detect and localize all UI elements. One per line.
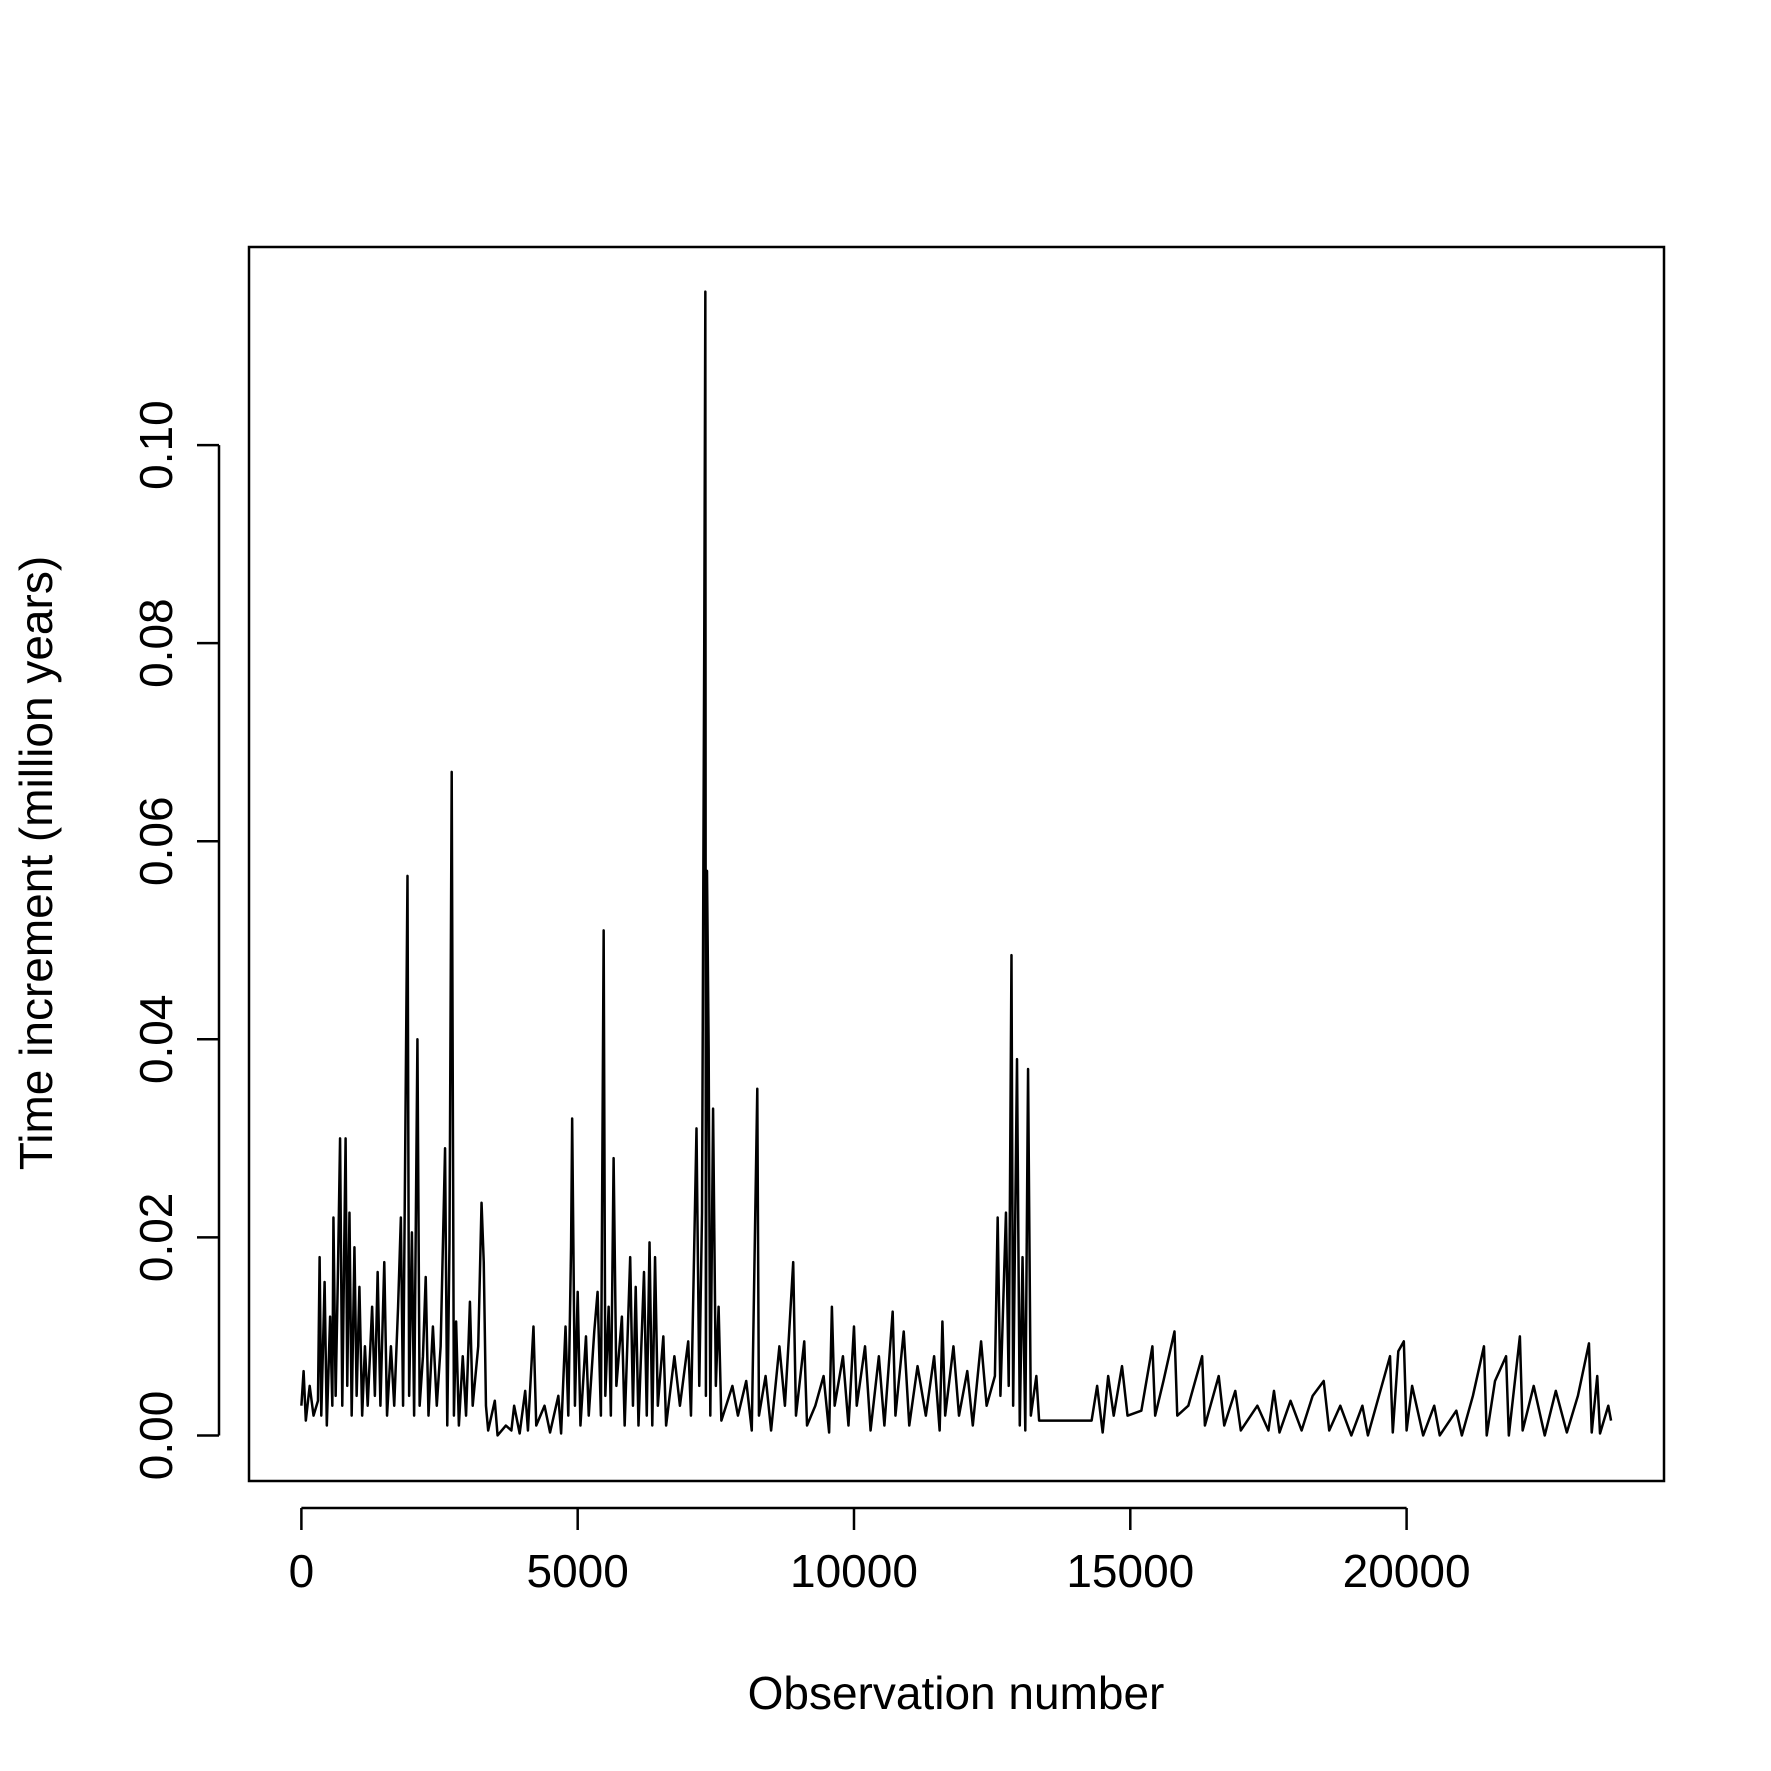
x-tick-label: 20000 [1343, 1545, 1471, 1597]
x-tick-label: 5000 [527, 1545, 629, 1597]
x-axis-label: Observation number [748, 1667, 1165, 1719]
y-tick-label: 0.10 [130, 400, 182, 490]
x-tick-label: 15000 [1066, 1545, 1194, 1597]
x-tick-label: 0 [289, 1545, 315, 1597]
x-tick-label: 10000 [790, 1545, 918, 1597]
data-line [300, 290, 1613, 1437]
plot-frame [247, 245, 1666, 1483]
y-tick-label: 0.00 [130, 1391, 182, 1481]
y-tick-label: 0.06 [130, 796, 182, 886]
y-axis-label: Time increment (million years) [10, 556, 62, 1170]
y-tick-label: 0.08 [130, 598, 182, 688]
y-tick-label: 0.04 [130, 995, 182, 1085]
y-tick-label: 0.02 [130, 1193, 182, 1283]
